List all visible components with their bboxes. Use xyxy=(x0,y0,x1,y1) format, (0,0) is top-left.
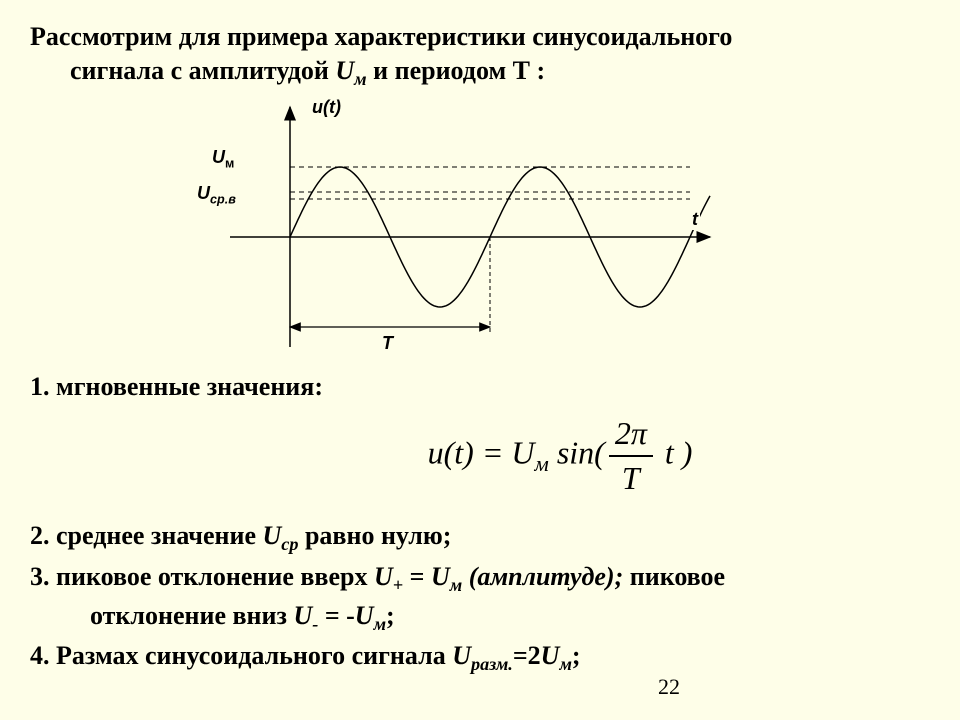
um-label: Uм xyxy=(210,147,236,171)
i3l2p: отклонение вниз xyxy=(90,601,293,630)
i4ums: м xyxy=(559,655,571,675)
i3pik: пиковое xyxy=(623,562,725,591)
i4u: U xyxy=(452,641,471,670)
i4p: 4. Размах синусоидального сигнала xyxy=(30,641,452,670)
formula-den: T xyxy=(609,457,653,500)
item1: 1. мгновенные значения: xyxy=(30,369,930,404)
i3l2eq: = - xyxy=(318,601,354,630)
i2s: ср xyxy=(281,534,298,554)
i3ums: м xyxy=(450,575,462,595)
i3amp: (амплитуде); xyxy=(462,562,623,591)
i3eq: = xyxy=(403,562,431,591)
y-axis-label: u(t) xyxy=(310,97,343,118)
i2p: 2. среднее значение xyxy=(30,521,263,550)
i3ps: + xyxy=(393,575,403,595)
formula: u(t) = Uм sin(2πT t ) xyxy=(190,412,930,500)
sine-chart: u(t) Uм Uср.в t T xyxy=(170,97,730,367)
formula-lhs: u(t) = U xyxy=(428,434,535,470)
chart-svg xyxy=(170,97,730,367)
formula-after: t ) xyxy=(657,434,693,470)
item2: 2. среднее значение Uср равно нулю; xyxy=(30,518,930,557)
i3l2ums: м xyxy=(374,614,386,634)
i4eq: =2 xyxy=(513,641,541,670)
i3umin: U xyxy=(293,601,312,630)
i3l2end: ; xyxy=(386,601,395,630)
i4s: разм. xyxy=(471,655,513,675)
title-line1: Рассмотрим для примера характеристики си… xyxy=(30,22,732,51)
period-label: T xyxy=(380,333,395,354)
title-line2-prefix: сигнала с амплитудой xyxy=(70,56,335,85)
page-number: 22 xyxy=(658,674,680,700)
i3up: U xyxy=(374,562,393,591)
i2suf: равно нулю; xyxy=(298,521,451,550)
i4um: U xyxy=(541,641,560,670)
i4end: ; xyxy=(572,641,581,670)
formula-lhs-sub: м xyxy=(535,451,549,476)
i3um: U xyxy=(431,562,450,591)
formula-num: 2π xyxy=(609,412,653,457)
title: Рассмотрим для примера характеристики си… xyxy=(30,20,930,92)
i2u: U xyxy=(263,521,282,550)
amp-sym: U xyxy=(335,56,354,85)
usrv-label: Uср.в xyxy=(195,183,238,207)
formula-sin: sin( xyxy=(549,434,605,470)
item3: 3. пиковое отклонение вверх U+ = Uм (амп… xyxy=(30,559,930,637)
t-label: t xyxy=(690,209,700,230)
list-section: 1. мгновенные значения: u(t) = Uм sin(2π… xyxy=(30,369,930,677)
amp-sub: м xyxy=(354,69,366,89)
i3p: 3. пиковое отклонение вверх xyxy=(30,562,374,591)
title-line2-suffix: и периодом Т : xyxy=(367,56,546,85)
item4: 4. Размах синусоидального сигнала Uразм.… xyxy=(30,638,930,677)
i3l2um: U xyxy=(355,601,374,630)
